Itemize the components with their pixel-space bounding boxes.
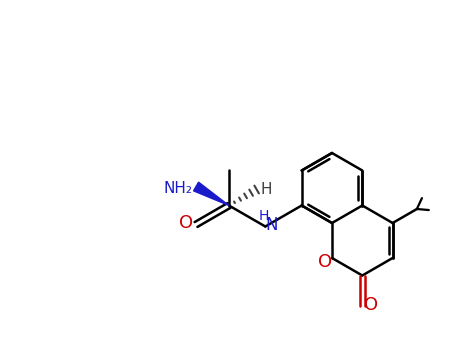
Text: O: O xyxy=(318,253,332,271)
Text: O: O xyxy=(179,214,193,231)
Text: N: N xyxy=(265,216,278,233)
Text: NH₂: NH₂ xyxy=(163,181,192,196)
Text: H: H xyxy=(261,182,273,197)
Polygon shape xyxy=(193,182,229,205)
Text: H: H xyxy=(258,210,268,224)
Text: O: O xyxy=(364,295,379,314)
